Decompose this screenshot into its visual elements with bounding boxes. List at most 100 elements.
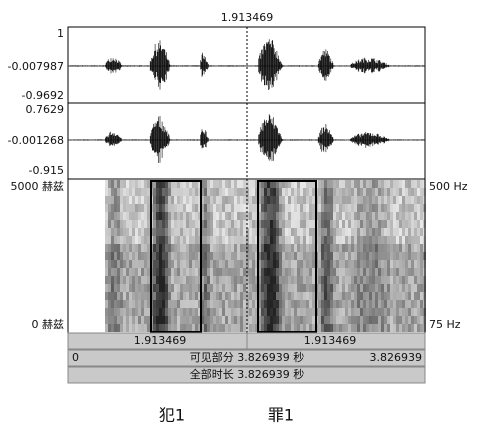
spectrogram-cell	[348, 292, 351, 300]
spectrogram-cell	[381, 244, 384, 252]
spectrogram-cell	[126, 300, 129, 308]
spectrogram-cell	[213, 196, 216, 204]
spectrogram-cell	[309, 300, 312, 308]
spectrogram-cell	[336, 212, 339, 220]
spectrogram-cell	[243, 180, 246, 188]
spectrogram-cell	[306, 188, 309, 196]
spectrogram-cell	[138, 228, 141, 236]
spectrogram-cell	[336, 236, 339, 244]
spectrogram-cell	[261, 316, 264, 324]
spectrogram-cell	[402, 308, 405, 316]
spectrogram-cell	[285, 276, 288, 284]
spectrogram-cell	[243, 204, 246, 212]
spectrogram-cell	[162, 252, 165, 260]
spectrogram-cell	[198, 268, 201, 276]
spectrogram-cell	[129, 252, 132, 260]
spectrogram-cell	[195, 300, 198, 308]
spectrogram-cell	[210, 244, 213, 252]
spectrogram-cell	[156, 236, 159, 244]
spectrogram-cell	[228, 212, 231, 220]
selection-bar[interactable]	[246, 332, 426, 350]
spectrogram-cell	[267, 196, 270, 204]
spectrogram-cell	[396, 292, 399, 300]
spectrogram-cell	[339, 316, 342, 324]
spectrogram-cell	[186, 236, 189, 244]
spectrogram-cell	[288, 300, 291, 308]
spectrogram-cell	[111, 180, 114, 188]
spectrogram-cell	[297, 180, 300, 188]
spectrogram-cell	[309, 220, 312, 228]
spectrogram-cell	[234, 220, 237, 228]
spectrogram-cell	[153, 220, 156, 228]
spectrogram-cell	[261, 276, 264, 284]
spectrogram-cell	[255, 204, 258, 212]
spectrogram-cell	[363, 292, 366, 300]
spectrogram-cell	[378, 244, 381, 252]
spectrogram-cell	[258, 268, 261, 276]
spectrogram-cell	[342, 180, 345, 188]
spectrogram-cell	[171, 204, 174, 212]
spectrogram-cell	[123, 196, 126, 204]
spectrogram-cell	[255, 196, 258, 204]
total-bar[interactable]	[67, 366, 426, 384]
spectrogram-cell	[111, 284, 114, 292]
spectrogram-cell	[135, 244, 138, 252]
spectrogram-cell	[222, 236, 225, 244]
spectrogram-cell	[366, 188, 369, 196]
spectrogram-cell	[363, 260, 366, 268]
spectrogram-cell	[180, 260, 183, 268]
visible-bar[interactable]	[67, 349, 426, 367]
spectrogram-cell	[375, 180, 378, 188]
spectrogram-cell	[222, 196, 225, 204]
spectrogram-cell	[417, 284, 420, 292]
spectrogram-cell	[117, 308, 120, 316]
spectrogram-cell	[306, 284, 309, 292]
spectrogram-cell	[279, 228, 282, 236]
spectrogram-cell	[357, 316, 360, 324]
spectrogram-cell	[399, 260, 402, 268]
spectrogram-cell	[204, 220, 207, 228]
spectrogram-cell	[177, 252, 180, 260]
spectrogram-cell	[219, 228, 222, 236]
spectrogram-cell	[168, 276, 171, 284]
spectrogram-cell	[312, 316, 315, 324]
spectrogram-cell	[264, 228, 267, 236]
spectrogram-cell	[384, 260, 387, 268]
spectrogram-cell	[237, 308, 240, 316]
spectrogram-cell	[417, 220, 420, 228]
spectrogram-cell	[261, 212, 264, 220]
spectrogram-cell	[183, 196, 186, 204]
spectrogram-cell	[183, 252, 186, 260]
spectrogram-cell	[408, 308, 411, 316]
spectrogram-cell	[408, 228, 411, 236]
spectrogram-cell	[357, 276, 360, 284]
spectrogram-cell	[399, 204, 402, 212]
spectrogram-cell	[168, 316, 171, 324]
spectrogram-cell	[372, 284, 375, 292]
axis-label: -0.915	[29, 164, 64, 177]
spectrogram-cell	[333, 188, 336, 196]
spectrogram-cell	[351, 292, 354, 300]
spectrogram-cell	[357, 252, 360, 260]
spectrogram-cell	[399, 212, 402, 220]
spectrogram-cell	[399, 268, 402, 276]
spectrogram-cell	[360, 220, 363, 228]
spectrogram-cell	[189, 308, 192, 316]
spectrogram-cell	[288, 236, 291, 244]
spectrogram-cell	[282, 228, 285, 236]
spectrogram-cell	[345, 324, 348, 332]
spectrogram-cell	[273, 276, 276, 284]
spectrogram-cell	[417, 308, 420, 316]
spectrogram-cell	[138, 220, 141, 228]
spectrogram-cell	[393, 284, 396, 292]
spectrogram-cell	[255, 244, 258, 252]
spectrogram-cell	[396, 268, 399, 276]
spectrogram-cell	[279, 244, 282, 252]
spectrogram-cell	[393, 204, 396, 212]
spectrogram-cell	[147, 188, 150, 196]
spectrogram-cell	[120, 284, 123, 292]
spectrogram-cell	[309, 324, 312, 332]
spectrogram-cell	[159, 292, 162, 300]
spectrogram-cell	[120, 212, 123, 220]
spectrogram-cell	[120, 180, 123, 188]
